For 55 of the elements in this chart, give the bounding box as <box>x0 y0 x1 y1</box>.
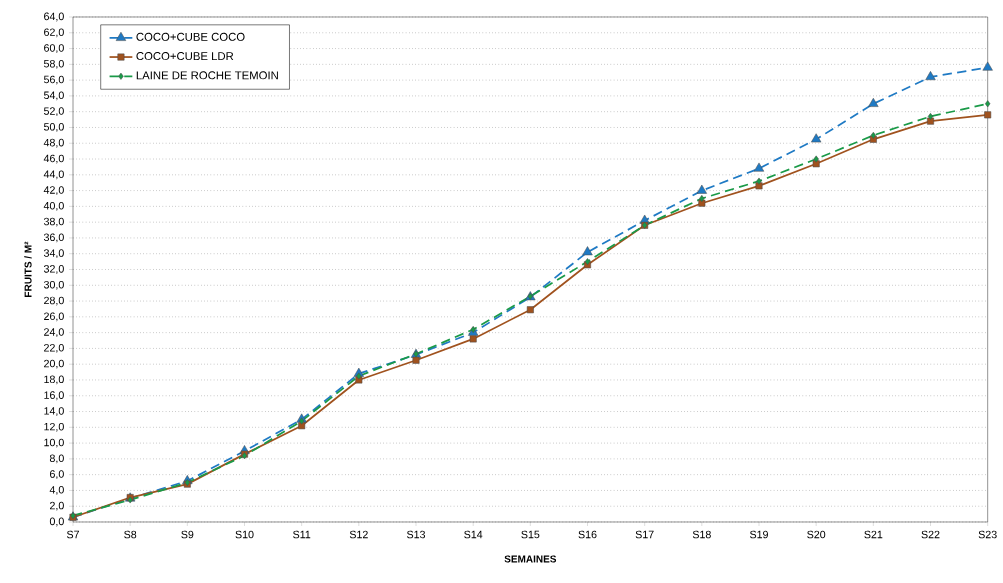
y-tick-label: 60,0 <box>44 44 64 53</box>
y-tick-label: 52,0 <box>43 107 64 117</box>
x-tick-label: S10 <box>235 530 254 539</box>
y-tick-label: 46,0 <box>43 154 64 164</box>
x-tick-label: S9 <box>181 530 194 539</box>
y-tick-label: 0,0 <box>49 517 64 527</box>
y-tick-label: 20,0 <box>44 359 64 369</box>
y-tick-label: 22,0 <box>44 344 64 353</box>
legend-label: COCO+CUBE COCO <box>136 32 245 41</box>
legend-label: COCO+CUBE LDR <box>136 52 234 61</box>
y-tick-label: 14,0 <box>44 407 64 416</box>
x-tick-label: S13 <box>407 530 426 539</box>
y-tick-label: 38,0 <box>43 217 64 227</box>
y-tick-label: 26,0 <box>44 312 64 322</box>
y-tick-label: 54,0 <box>43 91 64 101</box>
x-tick-label: S21 <box>864 530 883 539</box>
y-tick-label: 36,0 <box>43 233 64 243</box>
y-tick-label: 18,0 <box>44 375 64 385</box>
y-tick-label: 44,0 <box>43 170 64 180</box>
y-tick-label: 56,0 <box>43 75 64 85</box>
x-tick-label: S19 <box>750 530 768 539</box>
y-tick-label: 58,0 <box>43 59 64 69</box>
y-tick-label: 8,0 <box>49 454 64 464</box>
y-tick-label: 40,0 <box>43 201 64 211</box>
y-tick-label: 6,0 <box>50 470 64 480</box>
x-tick-label: S12 <box>349 530 368 539</box>
x-tick-label: S8 <box>124 530 137 539</box>
x-tick-label: S23 <box>978 530 997 539</box>
x-tick-label: S15 <box>521 530 540 539</box>
y-tick-label: 10,0 <box>44 438 64 448</box>
x-tick-label: S14 <box>464 530 483 539</box>
y-tick-label: 42,0 <box>43 186 64 195</box>
x-tick-label: S7 <box>66 530 79 539</box>
y-tick-label: 4,0 <box>49 486 64 495</box>
y-tick-label: 12,0 <box>44 422 64 432</box>
y-tick-label: 50,0 <box>43 123 64 132</box>
x-axis-title: SEMAINES <box>504 555 557 563</box>
y-tick-label: 34,0 <box>43 249 64 259</box>
x-tick-label: S20 <box>807 530 826 539</box>
y-tick-label: 24,0 <box>44 328 64 338</box>
x-tick-label: S17 <box>635 530 654 539</box>
y-tick-label: 64,0 <box>44 12 64 22</box>
y-tick-label: 62,0 <box>44 28 64 38</box>
y-tick-label: 32,0 <box>43 265 64 274</box>
y-tick-label: 30,0 <box>43 280 64 290</box>
x-tick-label: S18 <box>692 530 711 539</box>
y-tick-label: 48,0 <box>43 138 64 148</box>
y-tick-label: 28,0 <box>44 296 64 306</box>
x-tick-label: S22 <box>921 530 940 539</box>
x-tick-label: S16 <box>578 530 597 539</box>
y-tick-label: 2,0 <box>50 501 64 511</box>
x-tick-label: S11 <box>293 530 311 539</box>
legend-label: LAINE DE ROCHE TEMOIN <box>136 71 278 80</box>
y-axis-title: FRUITS / M² <box>24 241 32 297</box>
y-tick-label: 16,0 <box>44 391 64 401</box>
